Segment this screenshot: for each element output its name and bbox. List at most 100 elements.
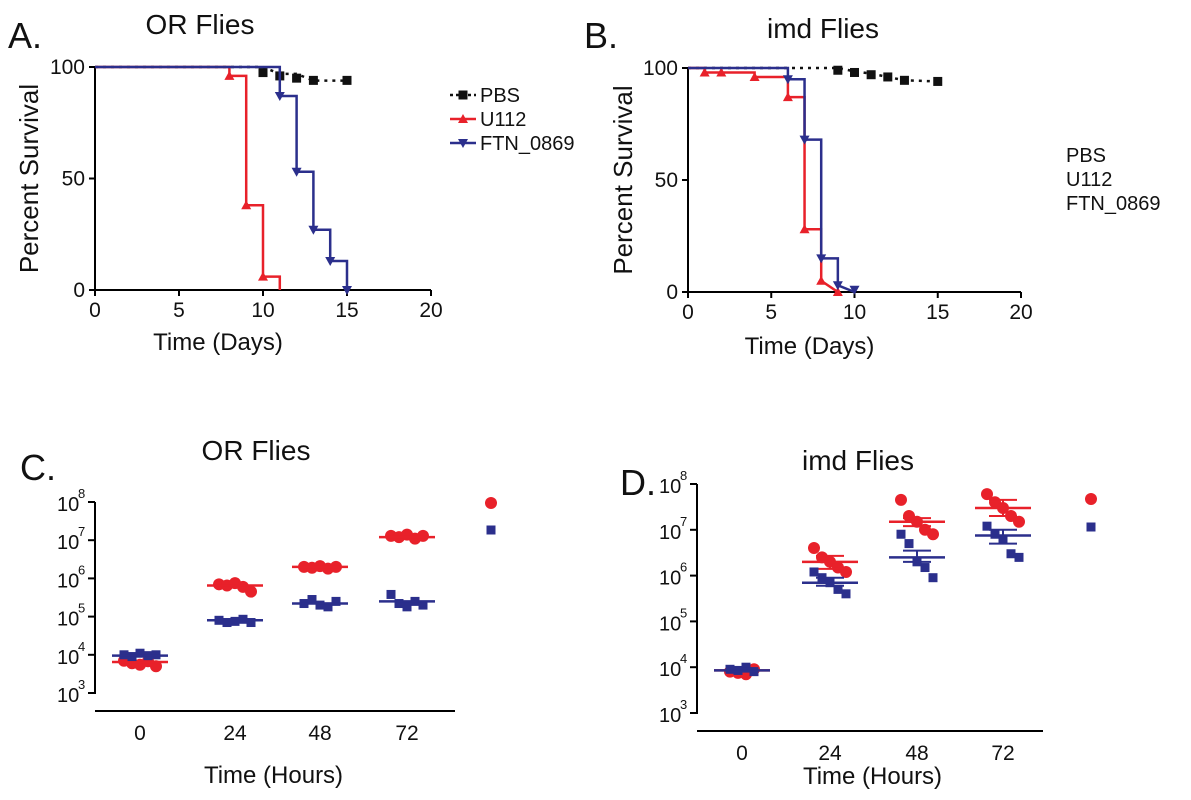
y-tick-exponent: 7	[78, 524, 85, 539]
chart-title: imd Flies	[767, 13, 879, 44]
legend-marker	[486, 525, 496, 535]
series-line-u112	[688, 66, 839, 294]
x-tick-label: 20	[1009, 301, 1032, 324]
y-tick-label: 10	[57, 494, 79, 516]
data-point	[833, 65, 843, 75]
data-point	[832, 281, 843, 291]
data-point	[933, 76, 943, 86]
x-tick-label: 24	[223, 722, 247, 745]
chart-title: imd Flies	[802, 445, 914, 476]
data-point	[899, 75, 909, 85]
y-tick-label: 10	[659, 476, 681, 498]
data-point	[799, 224, 810, 234]
legend-label: U112	[480, 109, 526, 131]
legend-marker	[1085, 493, 1097, 505]
data-point	[150, 660, 162, 673]
x-tick-label: 10	[843, 301, 866, 324]
legend-label: FTN_0869	[1066, 193, 1161, 215]
data-point	[274, 91, 285, 101]
series-line-ftn_0869	[688, 66, 855, 294]
data-point	[749, 71, 760, 81]
data-point	[840, 565, 852, 578]
x-tick-label: 0	[134, 722, 146, 745]
x-tick-label: 10	[251, 299, 274, 322]
y-tick-label: 50	[62, 168, 85, 191]
y-tick-exponent: 4	[680, 651, 687, 666]
series-line-pbs	[95, 65, 347, 82]
data-point	[990, 529, 1000, 539]
data-point	[782, 75, 793, 85]
data-point	[308, 225, 319, 235]
data-point	[833, 584, 843, 594]
x-tick-label: 72	[991, 742, 1014, 765]
data-point	[716, 67, 727, 77]
x-tick-label: 5	[765, 301, 777, 324]
series-line-ftn_0869	[95, 65, 349, 290]
data-point	[927, 528, 939, 541]
panel-letter: B.	[584, 15, 618, 56]
legend-marker	[458, 114, 468, 123]
survival-chart-B: B. imd Flies 0 5 10 15 20 0 50 100 Time (Days) Perc…	[584, 13, 1161, 360]
data-point	[245, 585, 257, 598]
data-point	[832, 287, 843, 296]
x-axis-label: Time (Hours)	[803, 763, 942, 790]
legend-label: PBS	[480, 85, 520, 107]
y-tick-exponent: 8	[680, 468, 687, 483]
data-point	[1006, 549, 1016, 559]
x-tick-label: 15	[926, 301, 949, 324]
data-point	[1014, 552, 1024, 562]
data-point	[308, 75, 318, 85]
data-point	[850, 67, 859, 77]
data-point	[866, 70, 876, 80]
data-point	[417, 529, 429, 542]
y-tick-exponent: 6	[78, 562, 85, 577]
data-point	[904, 539, 914, 549]
data-point	[741, 662, 751, 672]
y-tick-label: 100	[50, 56, 85, 79]
data-point	[224, 70, 235, 80]
x-tick-label: 24	[818, 742, 842, 765]
data-point	[323, 602, 333, 612]
y-tick-label: 10	[57, 609, 79, 631]
data-point	[883, 72, 893, 82]
y-tick-label: 10	[659, 659, 681, 681]
y-tick-label: 10	[659, 568, 681, 590]
data-point	[246, 618, 256, 628]
y-tick-label: 50	[655, 169, 678, 192]
data-point	[928, 573, 938, 583]
data-point	[808, 542, 820, 555]
y-tick-exponent: 4	[78, 639, 85, 654]
data-point	[315, 600, 325, 610]
data-point	[841, 589, 851, 599]
y-axis-label: Percent Survival	[14, 84, 44, 273]
data-point	[258, 271, 268, 281]
data-point	[241, 200, 252, 210]
panel-letter: A.	[8, 15, 42, 56]
data-point	[386, 589, 396, 599]
chart-title: OR Flies	[146, 9, 255, 40]
data-point	[1013, 515, 1025, 528]
legend-label: FTN_0869	[480, 133, 575, 155]
x-tick-label: 0	[736, 742, 748, 765]
y-tick-label: 0	[73, 279, 85, 302]
data-point	[782, 92, 793, 102]
series-line-u112	[95, 65, 282, 290]
legend-label: PBS	[1066, 145, 1106, 167]
y-tick-label: 100	[643, 57, 678, 80]
y-tick-label: 10	[659, 705, 681, 727]
data-point	[402, 602, 412, 612]
y-axis-label: Percent Survival	[608, 85, 638, 274]
data-point	[816, 254, 827, 264]
y-tick-label: 10	[659, 613, 681, 635]
y-tick-label: 10	[659, 522, 681, 544]
x-tick-label: 20	[419, 299, 442, 322]
data-point	[896, 529, 906, 539]
x-tick-label: 0	[89, 299, 101, 322]
data-point	[699, 67, 710, 77]
y-tick-exponent: 3	[78, 677, 85, 692]
